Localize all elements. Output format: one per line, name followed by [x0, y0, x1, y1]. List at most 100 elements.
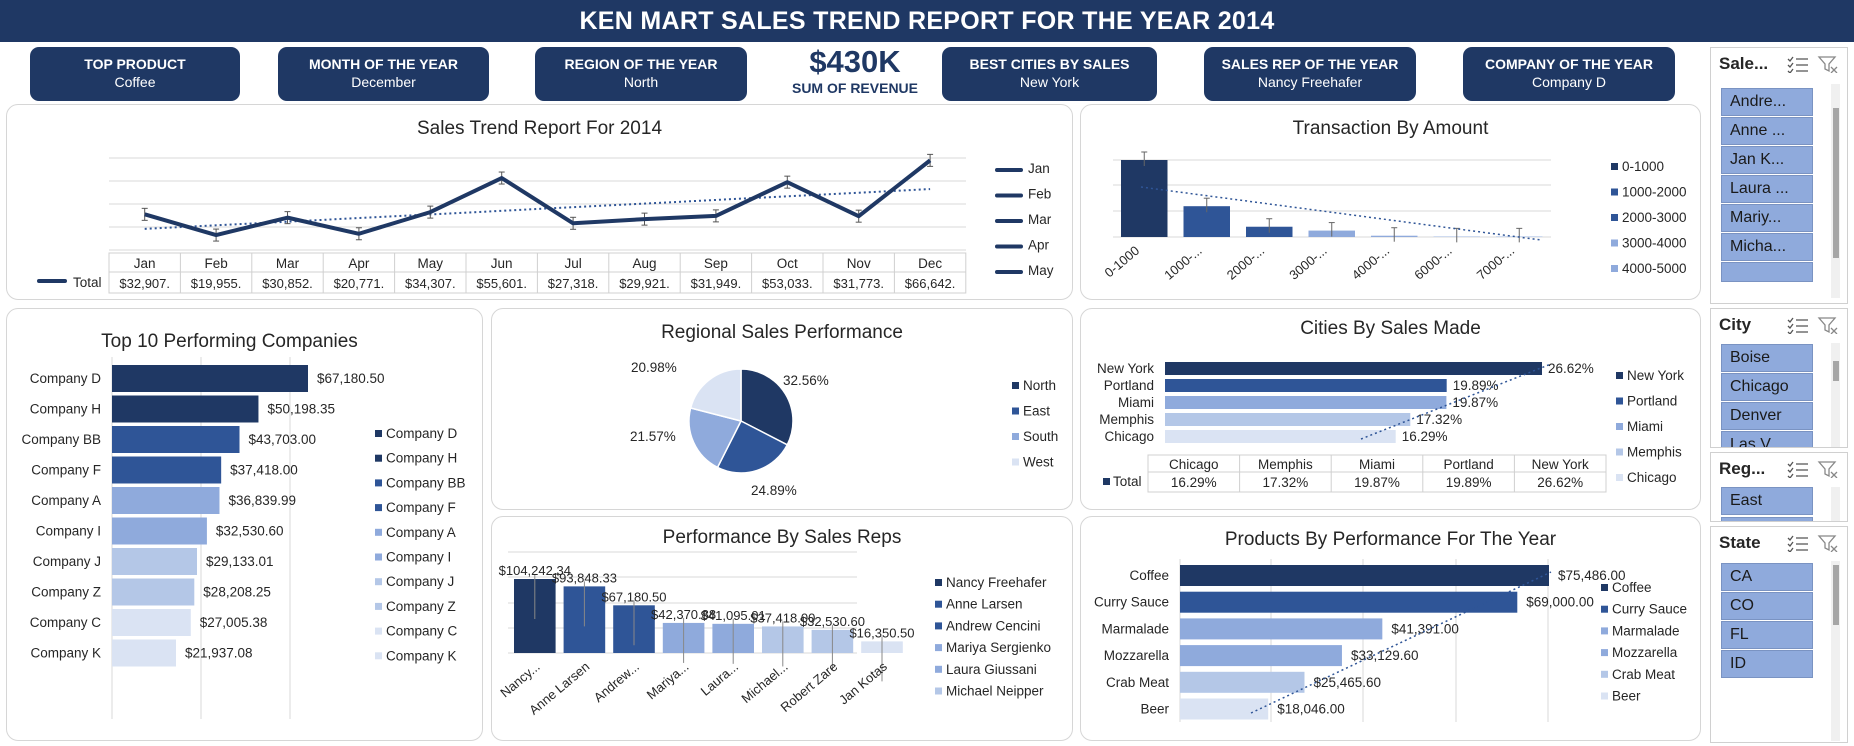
slicer-item[interactable]: Boise	[1721, 344, 1813, 372]
chart-title: Sales Trend Report For 2014	[416, 118, 663, 139]
multi-select-icon[interactable]	[1787, 316, 1809, 334]
slicer-item[interactable]: Andre...	[1721, 88, 1813, 116]
legend-swatch	[375, 504, 382, 512]
slicer-item[interactable]: ID	[1721, 650, 1813, 678]
bar	[1180, 698, 1269, 720]
legend-label: Michael Neipper	[946, 684, 1044, 699]
clear-filter-icon[interactable]	[1817, 460, 1839, 478]
slicer-item[interactable]: CO	[1721, 592, 1813, 620]
slicer-scrollbar[interactable]	[1831, 561, 1840, 741]
table-value: $32,907.	[119, 276, 170, 291]
category-label: Company F	[31, 463, 101, 478]
legend-label: Miami	[1627, 419, 1663, 434]
revenue-value: $430K	[809, 44, 901, 79]
x-tick-label: 0-1000	[1102, 243, 1143, 281]
slicer-city: City Boise Chicago Denver Las V...	[1710, 308, 1848, 448]
slicer-item[interactable]: Las V...	[1721, 431, 1813, 447]
kpi-best-cities: BEST CITIES BY SALES New York	[942, 47, 1157, 101]
clear-filter-icon[interactable]	[1817, 316, 1839, 334]
slicer-scroll-thumb[interactable]	[1833, 565, 1839, 625]
data-label: $37,418.00	[750, 610, 815, 625]
slicer-scrollbar[interactable]	[1831, 343, 1840, 447]
category-label: Crab Meat	[1106, 675, 1169, 690]
slice-label: 21.57%	[630, 429, 676, 444]
clear-filter-icon[interactable]	[1817, 534, 1839, 552]
legend-label: 1000-2000	[1622, 185, 1687, 200]
slicer-item-partial[interactable]	[1721, 262, 1813, 282]
legend-label: Feb	[1028, 187, 1051, 202]
category-label: New York	[1097, 361, 1154, 376]
table-month-label: Jan	[134, 256, 156, 271]
bar	[112, 609, 191, 636]
table-month-label: Feb	[204, 256, 227, 271]
data-label: $18,046.00	[1277, 702, 1345, 717]
cities-chart: New York 26.62% Portland 19.89% Miami 19.87% M…	[1097, 361, 1684, 493]
kpi-value: Coffee	[114, 74, 156, 90]
table-series-label: Total	[73, 275, 102, 290]
chart-title: Regional Sales Performance	[661, 322, 903, 343]
data-label: 19.87%	[1452, 395, 1498, 410]
legend-swatch	[1611, 188, 1618, 196]
legend-label: West	[1023, 455, 1054, 470]
slicer-scroll-thumb[interactable]	[1833, 108, 1839, 258]
slicer-item[interactable]: Denver	[1721, 402, 1813, 430]
category-label: Marmalade	[1101, 621, 1169, 636]
legend-swatch	[1601, 692, 1608, 700]
slicer-item[interactable]: FL	[1721, 621, 1813, 649]
chart-title: Transaction By Amount	[1292, 118, 1489, 139]
data-label: $25,465.60	[1313, 675, 1381, 690]
regional-panel: Regional Sales Performance 32.56% 24.89% 2…	[491, 308, 1073, 510]
slicer-item[interactable]: Jan K...	[1721, 146, 1813, 174]
pie-slice	[688, 407, 743, 469]
pie-slice	[689, 368, 742, 422]
category-label: Company A	[31, 493, 101, 508]
kpi-title: SALES REP OF THE YEAR	[1221, 56, 1399, 72]
x-tick-label: Laura...	[698, 659, 741, 699]
slicer-item-partial[interactable]	[1721, 517, 1813, 521]
category-label: Company C	[30, 615, 102, 630]
slicer-scrollbar[interactable]	[1831, 487, 1840, 521]
legend-swatch	[1601, 670, 1608, 678]
data-label: $42,370.88	[651, 607, 716, 622]
slicer-item[interactable]: CA	[1721, 563, 1813, 591]
slicer-scroll-thumb[interactable]	[1833, 361, 1839, 381]
category-label: Company K	[30, 646, 101, 661]
slicer-item[interactable]: East	[1721, 487, 1813, 515]
bar	[1165, 413, 1411, 426]
bar	[1121, 160, 1168, 237]
kpi-top-product: TOP PRODUCT Coffee	[30, 47, 240, 101]
legend-label: Company D	[386, 426, 458, 441]
legend-swatch	[1616, 474, 1623, 481]
legend-label: May	[1028, 263, 1054, 278]
data-table-border	[1147, 454, 1607, 493]
regional-chart: 32.56% 24.89% 21.57% 20.98% North East South We…	[630, 360, 1058, 498]
slicer-title: Reg...	[1719, 459, 1766, 478]
table-value: $30,852.	[262, 276, 313, 291]
legend-label: Company Z	[386, 599, 456, 614]
legend-swatch	[375, 479, 382, 487]
data-label: $41,391.00	[1391, 621, 1459, 636]
category-label: Mozzarella	[1104, 648, 1170, 663]
slicer-item[interactable]: Anne ...	[1721, 117, 1813, 145]
bar	[1165, 379, 1447, 392]
multi-select-icon[interactable]	[1787, 534, 1809, 552]
data-label: $43,703.00	[249, 432, 317, 447]
slicer-item[interactable]: Mariy...	[1721, 204, 1813, 232]
data-label: $41,095.01	[701, 608, 766, 623]
legend-label: Mar	[1028, 212, 1052, 227]
slicer-region: Reg... East	[1710, 452, 1848, 522]
legend-swatch	[1601, 649, 1608, 657]
multi-select-icon[interactable]	[1787, 460, 1809, 478]
table-column-label: Chicago	[1169, 457, 1219, 472]
clear-filter-icon[interactable]	[1817, 55, 1839, 73]
trendline	[1360, 363, 1552, 440]
x-tick-label: 2000-...	[1224, 243, 1267, 283]
slicer-item[interactable]: Chicago	[1721, 373, 1813, 401]
multi-select-icon[interactable]	[1787, 55, 1809, 73]
slicer-item[interactable]: Micha...	[1721, 233, 1813, 261]
slicer-item[interactable]: Laura ...	[1721, 175, 1813, 203]
legend-swatch	[935, 687, 942, 695]
category-label: Company D	[30, 371, 102, 386]
chart-title: Performance By Sales Reps	[662, 527, 902, 548]
legend-label: Coffee	[1612, 580, 1652, 595]
